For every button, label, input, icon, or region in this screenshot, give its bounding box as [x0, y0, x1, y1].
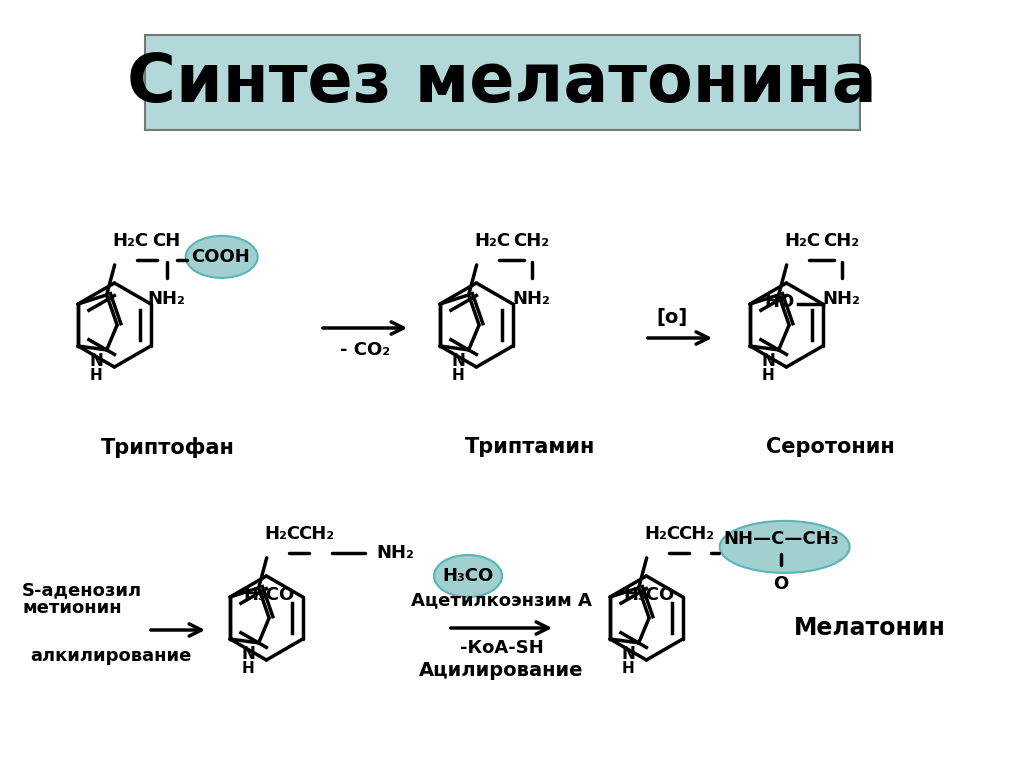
Text: [о]: [о]	[656, 308, 688, 328]
Text: CH₂: CH₂	[299, 525, 335, 543]
Text: N: N	[622, 645, 635, 663]
Text: Ацилирование: Ацилирование	[419, 660, 584, 680]
Text: H₂C: H₂C	[264, 525, 301, 543]
Ellipse shape	[185, 236, 258, 278]
Text: H: H	[452, 368, 465, 383]
Text: Мелатонин: Мелатонин	[794, 616, 946, 640]
FancyBboxPatch shape	[145, 35, 860, 130]
Text: H₃CO: H₃CO	[244, 586, 295, 604]
Text: N: N	[762, 352, 775, 370]
Text: NH—C—CH₃: NH—C—CH₃	[723, 530, 839, 548]
Text: H: H	[242, 661, 255, 676]
Text: CH: CH	[153, 232, 181, 250]
Text: CH₂: CH₂	[514, 232, 550, 250]
Text: N: N	[242, 645, 255, 663]
Text: алкилирование: алкилирование	[30, 647, 191, 665]
Text: H₂C: H₂C	[784, 232, 821, 250]
Text: H₃CO: H₃CO	[624, 586, 675, 604]
Text: -КоА-SH: -КоА-SH	[460, 639, 544, 657]
Ellipse shape	[434, 555, 502, 597]
Text: CH₂: CH₂	[679, 525, 715, 543]
Text: NH₂: NH₂	[377, 544, 415, 562]
Text: NH₂: NH₂	[513, 290, 551, 308]
Text: H: H	[622, 661, 635, 676]
Text: H: H	[90, 368, 102, 383]
Text: H₂C: H₂C	[113, 232, 148, 250]
Text: H₃CO: H₃CO	[442, 567, 494, 585]
Text: Триптамин: Триптамин	[465, 437, 595, 457]
Text: Синтез мелатонина: Синтез мелатонина	[127, 50, 877, 116]
Text: H₂C: H₂C	[645, 525, 681, 543]
Text: NH₂: NH₂	[147, 290, 185, 308]
Text: метионин: метионин	[22, 599, 122, 617]
Text: COOH: COOH	[191, 248, 250, 266]
Text: Ацетилкоэнзим А: Ацетилкоэнзим А	[411, 591, 592, 609]
Text: S-аденозил: S-аденозил	[22, 581, 142, 599]
Text: HO: HO	[765, 293, 795, 311]
Text: N: N	[89, 352, 103, 370]
Text: O: O	[773, 575, 788, 593]
Text: CH₂: CH₂	[823, 232, 860, 250]
Text: H: H	[762, 368, 775, 383]
Text: H₂C: H₂C	[475, 232, 511, 250]
Text: Серотонин: Серотонин	[766, 437, 894, 457]
Ellipse shape	[720, 521, 850, 573]
Text: N: N	[452, 352, 465, 370]
Text: Триптофан: Триптофан	[101, 436, 234, 457]
Text: NH₂: NH₂	[822, 290, 860, 308]
Text: - CO₂: - CO₂	[340, 341, 390, 359]
